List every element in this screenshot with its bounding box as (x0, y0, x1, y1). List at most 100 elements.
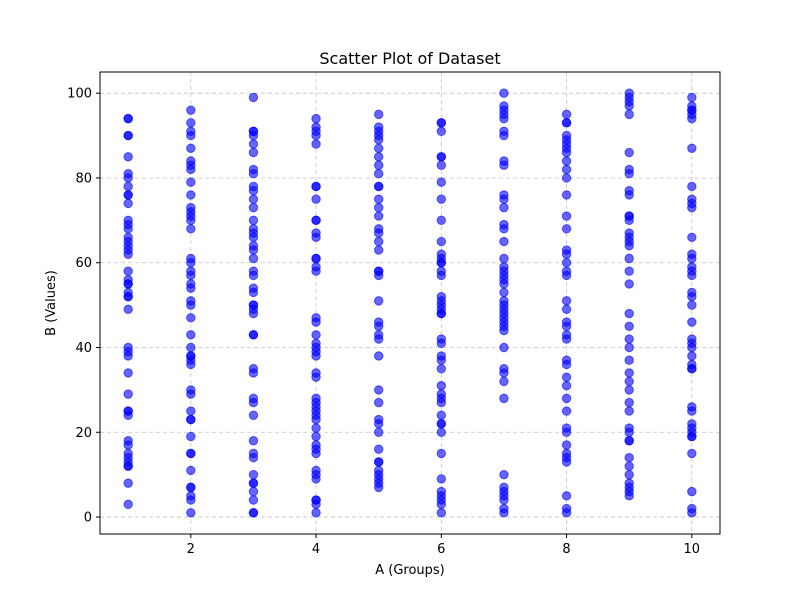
scatter-point (311, 330, 321, 340)
scatter-point (311, 474, 321, 484)
scatter-point (561, 270, 572, 281)
scatter-point (499, 194, 509, 204)
scatter-point (248, 194, 259, 204)
scatter-point (248, 453, 259, 463)
scatter-point (248, 130, 259, 141)
scatter-point (624, 355, 634, 365)
y-tick-label: 100 (67, 87, 92, 102)
scatter-point (373, 270, 384, 281)
scatter-point (436, 194, 447, 204)
scatter-point (436, 380, 447, 391)
scatter-point (186, 448, 196, 459)
scatter-point (561, 147, 572, 158)
scatter-point (186, 330, 196, 340)
scatter-point (123, 152, 133, 162)
scatter-point (186, 105, 196, 115)
y-axis-title: B (Values) (44, 270, 59, 336)
scatter-point (248, 270, 259, 281)
scatter-point (687, 143, 697, 153)
scatter-point (186, 130, 196, 141)
scatter-point (373, 228, 384, 238)
scatter-point (123, 368, 133, 378)
scatter-point (624, 469, 634, 480)
scatter-point (499, 113, 509, 124)
scatter-point (436, 419, 447, 429)
scatter-point (248, 330, 259, 340)
scatter-point (687, 92, 697, 103)
scatter-point (186, 118, 196, 128)
scatter-point (687, 351, 697, 361)
scatter-point (687, 448, 697, 459)
scatter-point (248, 410, 259, 421)
scatter-point (687, 291, 697, 302)
scatter-point (248, 469, 259, 480)
scatter-point (373, 109, 384, 120)
scatter-point (373, 202, 384, 213)
scatter-point (248, 308, 259, 319)
scatter-point (311, 232, 321, 243)
scatter-point (123, 130, 133, 141)
scatter-point (561, 173, 572, 183)
scatter-point (436, 355, 447, 365)
scatter-point (186, 300, 196, 310)
scatter-point (499, 342, 509, 353)
scatter-point (499, 279, 509, 289)
scatter-point (499, 202, 509, 213)
scatter-point (624, 279, 634, 289)
scatter-point (373, 143, 384, 153)
y-tick-label: 0 (84, 511, 92, 526)
y-tick-label: 60 (75, 256, 92, 271)
scatter-point (687, 300, 697, 310)
y-tick-label: 20 (75, 426, 92, 441)
scatter-point (311, 431, 321, 442)
scatter-point (436, 270, 447, 281)
scatter-point (311, 448, 321, 459)
scatter-point (373, 321, 384, 332)
scatter-point (436, 397, 447, 408)
scatter-point (311, 266, 321, 276)
scatter-point (561, 372, 572, 382)
scatter-point (248, 139, 259, 149)
scatter-point (186, 313, 196, 323)
scatter-point (561, 258, 572, 268)
scatter-point (561, 508, 572, 518)
scatter-point (248, 508, 259, 518)
scatter-point (373, 334, 384, 344)
scatter-point (123, 113, 133, 124)
scatter-point (123, 461, 133, 471)
scatter-point (624, 427, 634, 437)
scatter-point (436, 160, 447, 170)
y-tick-label: 40 (75, 341, 92, 356)
scatter-point (311, 317, 321, 327)
scatter-point (624, 334, 634, 344)
scatter-point (123, 499, 133, 510)
scatter-point (561, 380, 572, 391)
plot-frame (99, 71, 721, 535)
scatter-point (436, 508, 447, 518)
scatter-point (436, 177, 447, 187)
scatter-point (499, 253, 509, 264)
scatter-point (499, 224, 509, 234)
scatter-point (687, 317, 697, 327)
scatter-point (123, 389, 133, 399)
scatter-point (436, 152, 447, 162)
scatter-point (624, 368, 634, 378)
scatter-point (687, 508, 697, 518)
scatter-point (123, 440, 133, 450)
x-tick-label: 4 (312, 542, 320, 557)
scatter-point (186, 258, 196, 268)
scatter-point (311, 253, 321, 264)
scatter-point (561, 118, 572, 128)
scatter-point (123, 224, 133, 234)
scatter-point (561, 304, 572, 315)
scatter-point (436, 118, 447, 128)
scatter-point (123, 190, 133, 200)
y-axis-ticks: 0 20 40 60 80 100 (67, 87, 100, 526)
scatter-point (311, 113, 321, 124)
scatter-point (311, 130, 321, 141)
scatter-point (186, 359, 196, 370)
scatter-point (687, 270, 697, 281)
scatter-point (311, 508, 321, 518)
scatter-point (561, 393, 572, 404)
